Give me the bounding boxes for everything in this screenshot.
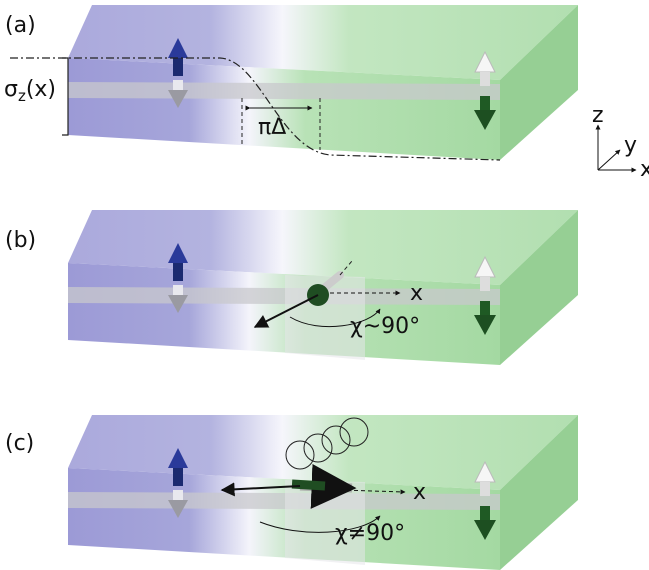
panel-label: (b) xyxy=(5,228,36,253)
argument: (x) xyxy=(26,77,56,102)
panel-b: (b) x χ~90° xyxy=(5,210,578,365)
angle-label: χ≠90° xyxy=(335,521,405,546)
axis-label: x xyxy=(640,157,649,182)
panel-c: (c) x χ≠90° xyxy=(5,415,578,570)
panel-a: (a) σz(x) πΔ xyxy=(4,5,578,161)
axis-label: y xyxy=(624,133,637,158)
symbol: σ xyxy=(4,77,18,102)
axes-triad: z y x xyxy=(592,103,649,182)
slab xyxy=(68,5,578,160)
axis-label: z xyxy=(592,103,604,128)
panel-label: (c) xyxy=(5,431,34,456)
profile-label: σz(x) xyxy=(4,77,56,105)
axis-label: x xyxy=(413,480,426,505)
axis-label: x xyxy=(410,281,423,306)
subscript: z xyxy=(18,87,26,105)
width-label: πΔ xyxy=(258,115,286,140)
bracket xyxy=(62,57,69,136)
panel-label: (a) xyxy=(5,13,36,38)
angle-label: χ~90° xyxy=(350,314,420,339)
